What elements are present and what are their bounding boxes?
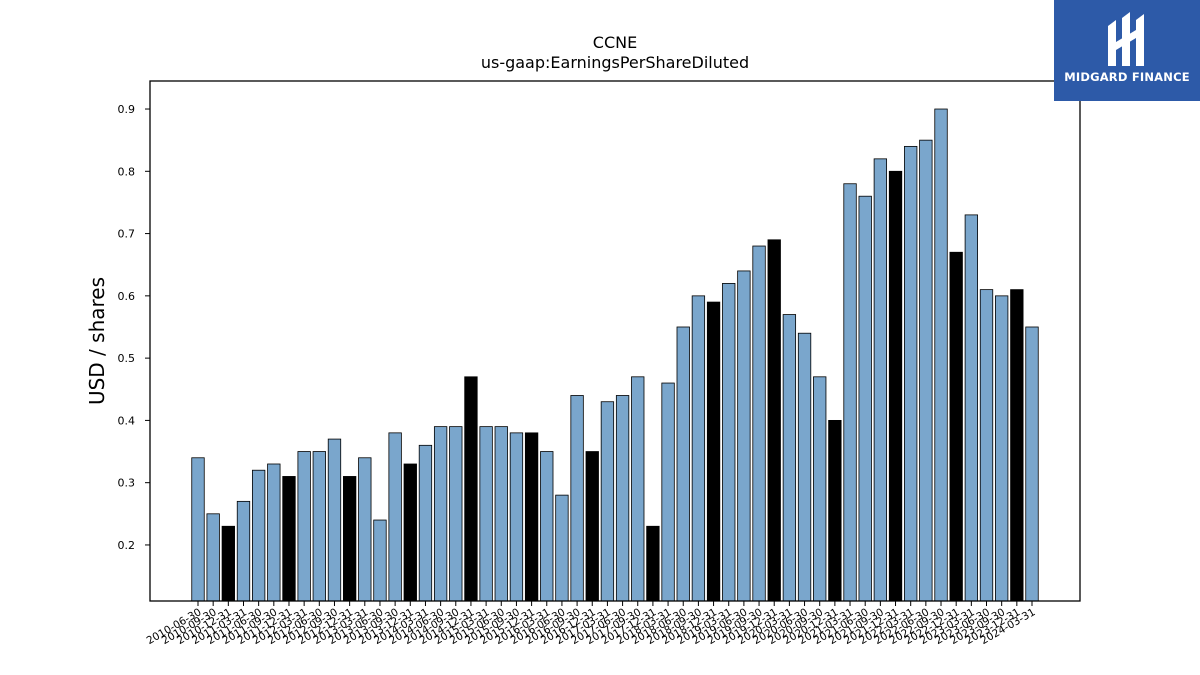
bar-2018-09-30	[691, 295, 706, 602]
bar-2010-06-30	[191, 457, 205, 602]
bar-2015-12-31	[524, 432, 539, 602]
bar-2016-09-30	[570, 395, 584, 602]
bar-2013-12-31	[403, 463, 417, 602]
bar-2016-03-31	[540, 451, 554, 602]
y-ticks-group: 0.2 0.3 0.4 0.5 0.6 0.7 0.8 0.9	[118, 103, 150, 552]
y-tick-label: 0.5	[118, 352, 136, 365]
bar-2017-06-30	[615, 395, 630, 602]
bar-2021-09-30	[873, 158, 888, 602]
y-tick-label: 0.4	[118, 414, 136, 427]
bar-2017-03-31	[600, 401, 615, 602]
bar-2021-06-30	[858, 195, 872, 602]
y-axis-label: USD / shares	[85, 277, 109, 405]
bar-2012-12-31	[342, 476, 357, 602]
bar-2020-12-31	[828, 419, 842, 602]
bar-2011-12-31	[282, 476, 296, 602]
bar-2023-03-31	[964, 214, 978, 602]
bar-2014-03-31	[418, 444, 433, 602]
bar-2012-03-31	[297, 451, 311, 602]
bar-2014-12-31	[464, 376, 478, 602]
bar-2010-09-30	[206, 513, 220, 602]
bar-2022-03-31	[904, 145, 918, 602]
bar-2022-12-31	[949, 251, 963, 602]
y-tick-label: 0.7	[118, 228, 136, 241]
bar-2023-09-30	[995, 295, 1009, 602]
brand-logo: MIDGARD FINANCE	[1054, 0, 1200, 101]
bar-2022-09-30	[934, 108, 948, 602]
bar-2012-06-30	[312, 451, 326, 602]
bar-2011-09-30	[267, 463, 281, 602]
bar-2020-03-31	[782, 314, 797, 602]
bar-2018-03-31	[661, 382, 675, 602]
bar-2023-12-31	[1010, 289, 1024, 602]
y-tick-label: 0.8	[118, 165, 136, 178]
chart-title: CCNE	[593, 33, 637, 52]
chart-subtitle: us-gaap:EarningsPerShareDiluted	[481, 53, 749, 72]
bar-2020-06-30	[797, 332, 812, 602]
y-tick-label: 0.6	[118, 290, 136, 303]
bar-2018-12-31	[706, 301, 721, 602]
bar-2016-12-31	[585, 451, 599, 602]
bar-2023-06-30	[979, 289, 994, 602]
y-tick-label: 0.3	[118, 477, 136, 490]
bar-2017-12-31	[646, 525, 660, 602]
bar-2011-03-31	[236, 500, 251, 602]
bar-2017-09-30	[631, 376, 645, 602]
bar-2013-09-30	[388, 432, 402, 602]
bar-2015-09-30	[509, 432, 524, 602]
x-ticks-group: 2010-06-302010-09-302010-12-312011-03-31…	[145, 601, 1038, 647]
bar-2021-12-31	[888, 170, 903, 602]
bar-2019-12-31	[767, 239, 781, 602]
bar-2019-03-31	[722, 282, 736, 602]
bar-2018-06-30	[676, 326, 690, 602]
brand-name: MIDGARD FINANCE	[1064, 70, 1190, 84]
bar-2020-09-30	[813, 376, 827, 602]
bar-2013-03-31	[358, 457, 372, 602]
y-tick-label: 0.9	[118, 103, 136, 116]
y-tick-label: 0.2	[118, 539, 136, 552]
bar-2019-06-30	[737, 270, 751, 602]
bar-2012-09-30	[327, 438, 342, 602]
bar-2014-06-30	[433, 426, 448, 602]
bars-group	[191, 108, 1039, 602]
bar-2014-09-30	[449, 426, 463, 602]
midgard-logo-icon	[1108, 12, 1144, 66]
bar-2024-03-31	[1025, 326, 1039, 602]
bar-2016-06-30	[555, 494, 569, 602]
bar-2011-06-30	[251, 469, 266, 602]
plot-frame	[149, 80, 1081, 602]
bar-2015-06-30	[494, 426, 508, 602]
bar-2019-09-30	[752, 245, 766, 602]
bar-2021-03-31	[843, 183, 857, 602]
bar-2013-06-30	[373, 519, 387, 602]
bar-2022-06-30	[919, 139, 933, 602]
bar-2010-12-31	[221, 525, 235, 602]
bar-2015-03-31	[479, 426, 493, 602]
